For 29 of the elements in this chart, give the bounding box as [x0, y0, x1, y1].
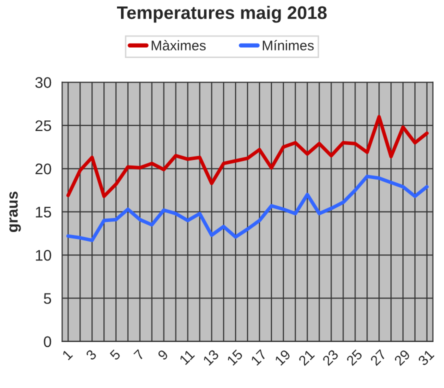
- x-tick-label: 29: [394, 349, 411, 366]
- y-tick-label: 30: [35, 77, 52, 88]
- x-tick-label: 7: [133, 349, 145, 360]
- legend-label: Màximes: [152, 40, 206, 50]
- x-tick-label: 31: [418, 349, 435, 366]
- x-tick-label: 13: [202, 349, 220, 366]
- x-tick-label: 19: [274, 349, 292, 366]
- y-tick-label: 25: [36, 120, 52, 132]
- x-tick-label: 3: [85, 349, 97, 361]
- x-tick-label: 11: [179, 349, 195, 365]
- x-tick-label: 25: [346, 349, 363, 366]
- y-tick-label: 0: [44, 336, 52, 348]
- line-series: [66, 174, 429, 242]
- chart-title: Temperatures maig 2018: [116, 6, 327, 23]
- y-tick-label: 10: [36, 250, 52, 261]
- x-tick-label: 23: [322, 349, 339, 366]
- x-tick-label: 1: [62, 349, 73, 360]
- y-tick-label: 15: [36, 206, 52, 218]
- x-tick-label: 5: [109, 349, 121, 361]
- x-tick-label: 15: [226, 349, 244, 366]
- y-axis-title: graus: [9, 192, 21, 232]
- x-tick-label: 27: [370, 349, 387, 366]
- line-series: [66, 115, 429, 198]
- y-tick-label: 5: [44, 293, 52, 304]
- y-tick-label: 20: [36, 164, 52, 174]
- x-tick-label: 17: [250, 349, 267, 366]
- legend-label: Mínimes: [262, 40, 314, 50]
- x-tick-label: 21: [298, 349, 315, 366]
- x-tick-label: 9: [157, 349, 169, 361]
